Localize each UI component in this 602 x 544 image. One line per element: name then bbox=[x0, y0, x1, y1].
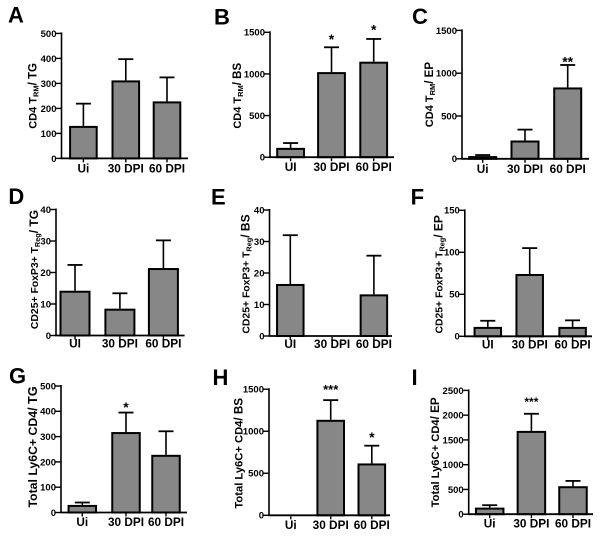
svg-text:1500: 1500 bbox=[443, 435, 464, 446]
svg-text:30 DPI: 30 DPI bbox=[512, 337, 548, 351]
svg-text:1000: 1000 bbox=[436, 69, 457, 80]
svg-text:200: 200 bbox=[40, 457, 56, 468]
svg-text:Total Ly6C+ CD4/ BS: Total Ly6C+ CD4/ BS bbox=[233, 398, 246, 509]
svg-text:F: F bbox=[411, 185, 424, 210]
svg-text:500: 500 bbox=[41, 29, 57, 40]
svg-text:Total Ly6C+ CD4/ EP: Total Ly6C+ CD4/ EP bbox=[429, 397, 442, 507]
svg-text:20: 20 bbox=[254, 268, 265, 279]
svg-text:1000: 1000 bbox=[243, 427, 264, 438]
svg-text:60 DPI: 60 DPI bbox=[555, 337, 591, 351]
svg-text:UI: UI bbox=[285, 160, 297, 174]
svg-text:Ui: Ui bbox=[484, 517, 496, 531]
svg-text:E: E bbox=[211, 185, 226, 210]
svg-text:1500: 1500 bbox=[243, 385, 264, 396]
svg-text:50: 50 bbox=[449, 290, 460, 301]
svg-text:10: 10 bbox=[40, 299, 51, 310]
svg-text:UI: UI bbox=[482, 337, 494, 351]
svg-text:1000: 1000 bbox=[443, 460, 464, 471]
svg-text:G: G bbox=[9, 364, 26, 389]
svg-text:100: 100 bbox=[444, 248, 460, 259]
svg-text:60 DPI: 60 DPI bbox=[145, 337, 181, 351]
svg-text:CD25+ FoxP3+ TReg/ TG: CD25+ FoxP3+ TReg/ TG bbox=[27, 210, 42, 329]
svg-text:30 DPI: 30 DPI bbox=[507, 162, 543, 176]
svg-text:0: 0 bbox=[46, 331, 51, 342]
svg-text:B: B bbox=[214, 4, 230, 29]
svg-text:40: 40 bbox=[40, 205, 51, 216]
svg-text:60 DPI: 60 DPI bbox=[356, 337, 392, 351]
svg-text:30 DPI: 30 DPI bbox=[102, 337, 138, 351]
svg-text:0: 0 bbox=[458, 510, 463, 521]
svg-text:CD4 TRM/ EP: CD4 TRM/ EP bbox=[424, 62, 437, 128]
svg-text:Total Ly6C+ CD4/ TG: Total Ly6C+ CD4/ TG bbox=[26, 386, 40, 507]
svg-text:0: 0 bbox=[260, 153, 265, 164]
svg-text:30 DPI: 30 DPI bbox=[108, 515, 144, 529]
svg-text:10: 10 bbox=[254, 300, 265, 311]
svg-text:Ui: Ui bbox=[76, 515, 88, 529]
svg-text:**: ** bbox=[562, 53, 573, 69]
svg-text:*: * bbox=[371, 21, 377, 37]
svg-text:60 DPI: 60 DPI bbox=[550, 162, 586, 176]
svg-text:0: 0 bbox=[259, 331, 264, 342]
svg-text:CD25+ FoxP3+ TReg/ EP: CD25+ FoxP3+ TReg/ EP bbox=[432, 215, 447, 334]
svg-text:1000: 1000 bbox=[244, 69, 265, 80]
svg-text:Ui: Ui bbox=[77, 161, 89, 175]
svg-text:60 DPI: 60 DPI bbox=[148, 515, 184, 529]
svg-text:60 DPI: 60 DPI bbox=[354, 518, 390, 532]
svg-text:***: *** bbox=[323, 382, 339, 397]
svg-text:150: 150 bbox=[444, 206, 460, 217]
svg-text:0: 0 bbox=[452, 154, 457, 165]
svg-text:500: 500 bbox=[249, 111, 265, 122]
svg-text:***: *** bbox=[524, 395, 538, 409]
svg-text:60 DPI: 60 DPI bbox=[149, 161, 185, 175]
svg-text:2500: 2500 bbox=[443, 386, 464, 397]
svg-text:1500: 1500 bbox=[244, 28, 265, 39]
svg-text:30: 30 bbox=[254, 237, 265, 248]
svg-text:500: 500 bbox=[40, 381, 56, 392]
svg-text:UI: UI bbox=[284, 337, 296, 351]
svg-text:300: 300 bbox=[41, 79, 57, 90]
svg-text:I: I bbox=[412, 365, 418, 390]
svg-text:30 DPI: 30 DPI bbox=[513, 517, 549, 531]
svg-text:500: 500 bbox=[441, 111, 457, 122]
svg-text:60 DPI: 60 DPI bbox=[555, 517, 591, 531]
svg-text:30: 30 bbox=[40, 236, 51, 247]
svg-text:300: 300 bbox=[40, 432, 56, 443]
svg-text:CD25+ FoxP3+ TReg/ BS: CD25+ FoxP3+ TReg/ BS bbox=[239, 214, 254, 333]
svg-text:100: 100 bbox=[40, 483, 56, 494]
svg-text:500: 500 bbox=[448, 485, 464, 496]
svg-text:H: H bbox=[213, 365, 229, 390]
svg-text:*: * bbox=[369, 429, 375, 445]
svg-text:1500: 1500 bbox=[436, 26, 457, 37]
svg-text:CD4 TRM/ BS: CD4 TRM/ BS bbox=[232, 63, 245, 129]
svg-text:*: * bbox=[123, 399, 129, 415]
svg-text:C: C bbox=[412, 4, 428, 29]
svg-text:Ui: Ui bbox=[285, 518, 297, 532]
svg-text:20: 20 bbox=[40, 268, 51, 279]
svg-text:60 DPI: 60 DPI bbox=[356, 160, 392, 174]
svg-text:Ui: Ui bbox=[477, 162, 489, 176]
svg-text:30 DPI: 30 DPI bbox=[313, 160, 349, 174]
svg-text:0: 0 bbox=[259, 511, 264, 522]
svg-text:0: 0 bbox=[51, 154, 56, 165]
svg-text:0: 0 bbox=[51, 508, 56, 519]
svg-text:40: 40 bbox=[254, 205, 265, 216]
svg-text:400: 400 bbox=[40, 407, 56, 418]
svg-text:200: 200 bbox=[41, 104, 57, 115]
svg-text:A: A bbox=[8, 3, 24, 28]
svg-text:2000: 2000 bbox=[443, 411, 464, 422]
svg-text:*: * bbox=[329, 31, 335, 47]
svg-text:30 DPI: 30 DPI bbox=[313, 518, 349, 532]
svg-text:UI: UI bbox=[69, 337, 81, 351]
svg-text:400: 400 bbox=[41, 54, 57, 65]
svg-text:CD4 TRM/ TG: CD4 TRM/ TG bbox=[28, 63, 41, 129]
svg-text:100: 100 bbox=[41, 129, 57, 140]
svg-text:0: 0 bbox=[455, 332, 460, 343]
svg-text:30 DPI: 30 DPI bbox=[108, 161, 144, 175]
svg-text:D: D bbox=[8, 184, 24, 209]
svg-text:500: 500 bbox=[248, 469, 264, 480]
svg-text:30 DPI: 30 DPI bbox=[314, 337, 350, 351]
